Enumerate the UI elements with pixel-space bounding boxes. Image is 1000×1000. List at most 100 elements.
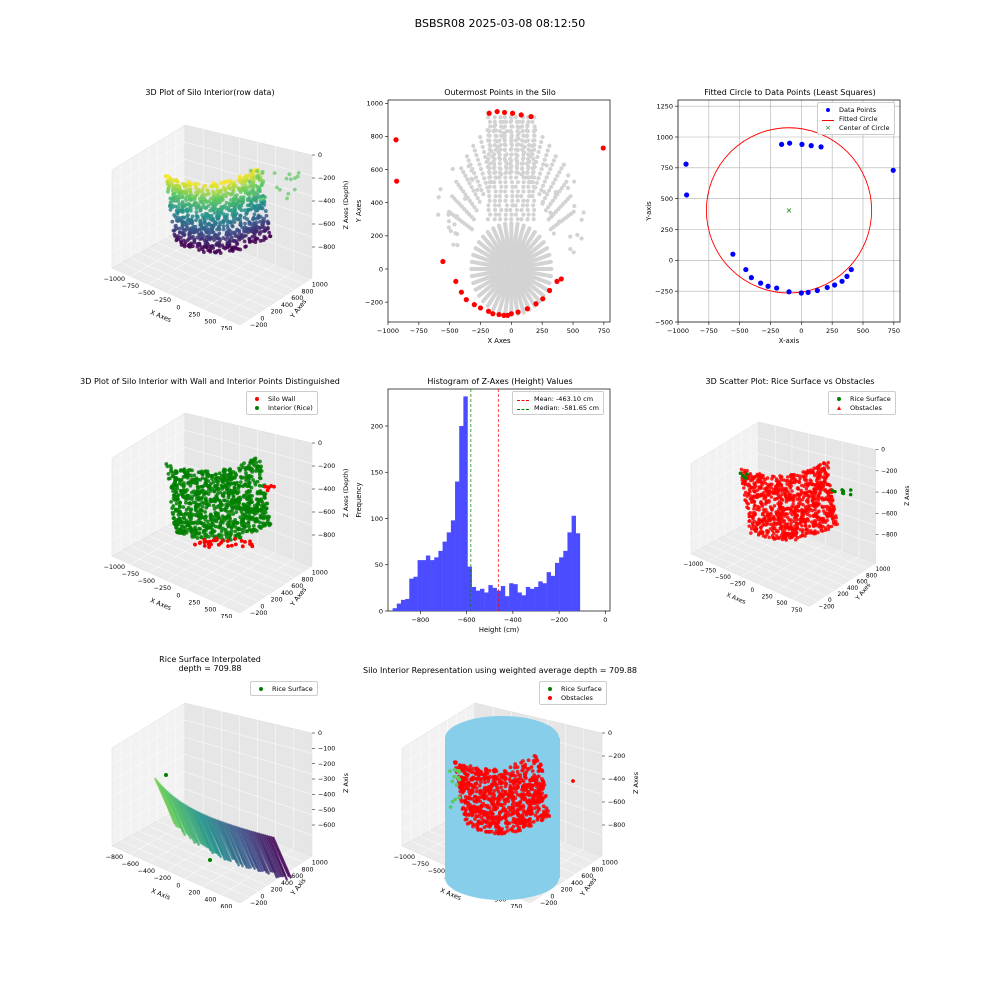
gray-point bbox=[484, 159, 489, 165]
p6-xtick-label: −250 bbox=[730, 582, 746, 588]
p4-ztick-label: −200 bbox=[318, 463, 335, 470]
scatter-point bbox=[777, 500, 782, 504]
scatter-point bbox=[765, 520, 769, 525]
wall-point bbox=[197, 541, 202, 545]
silo-top bbox=[445, 716, 559, 760]
p1-ytick-label: −200 bbox=[250, 322, 267, 329]
gray-point bbox=[486, 203, 491, 208]
scatter-point bbox=[255, 193, 260, 197]
scatter-point bbox=[772, 516, 776, 521]
scatter-point bbox=[825, 482, 829, 487]
scatter-point bbox=[761, 534, 766, 538]
scatter-point bbox=[176, 205, 180, 210]
scatter-point bbox=[757, 517, 761, 522]
gray-point bbox=[504, 119, 509, 124]
histogram-bar bbox=[546, 572, 551, 611]
scatter-point bbox=[244, 244, 248, 249]
outermost-point bbox=[524, 306, 530, 312]
outermost-point bbox=[485, 308, 492, 314]
gray-point bbox=[536, 176, 541, 181]
scatter-point bbox=[778, 474, 782, 478]
scatter-point bbox=[252, 457, 257, 462]
p1-ztick-label: −800 bbox=[318, 244, 335, 251]
surface-strip bbox=[249, 830, 271, 875]
scatter-point bbox=[248, 168, 253, 173]
grid-line bbox=[166, 525, 295, 578]
p4-ytick-label: 600 bbox=[291, 583, 303, 590]
scatter-point bbox=[775, 514, 780, 518]
scatter-point bbox=[204, 235, 209, 239]
scatter-point bbox=[798, 528, 803, 532]
gray-point bbox=[521, 184, 526, 189]
p6-ytick-label: −200 bbox=[819, 604, 835, 610]
gray-point bbox=[515, 170, 521, 175]
gray-point bbox=[477, 199, 482, 204]
scatter-point bbox=[228, 178, 233, 183]
p7-ztick-label: −400 bbox=[318, 792, 335, 799]
scatter-point bbox=[191, 234, 195, 239]
scatter-point bbox=[210, 533, 215, 538]
surface-strip bbox=[205, 815, 227, 861]
scatter-point bbox=[753, 482, 757, 487]
histogram-bar bbox=[409, 578, 414, 611]
scatter-point bbox=[236, 200, 240, 205]
scatter-point bbox=[187, 244, 192, 249]
scatter-point bbox=[205, 475, 210, 479]
gray-point bbox=[483, 180, 488, 185]
grid-line bbox=[707, 523, 776, 562]
surface-strip bbox=[229, 824, 251, 870]
scatter-point bbox=[749, 531, 753, 535]
gray-point bbox=[521, 310, 526, 315]
scatter-point bbox=[235, 520, 240, 525]
surface-strip bbox=[267, 835, 289, 881]
p6-xtick-label: 500 bbox=[776, 601, 787, 607]
scatter-point bbox=[187, 236, 191, 241]
scatter-point bbox=[245, 174, 250, 179]
gray-point bbox=[547, 188, 552, 193]
scatter-point bbox=[206, 479, 211, 484]
gray-point bbox=[498, 115, 503, 120]
scatter-point bbox=[206, 213, 211, 218]
scatter-point bbox=[258, 468, 262, 473]
rice-point bbox=[741, 473, 745, 478]
surface-strip bbox=[247, 829, 269, 874]
gray-point bbox=[508, 166, 513, 171]
scatter-point bbox=[778, 517, 783, 521]
gray-point bbox=[475, 195, 480, 201]
scatter-point bbox=[212, 517, 217, 522]
scatter-point bbox=[753, 512, 757, 517]
scatter-point bbox=[183, 512, 188, 517]
scatter-point bbox=[190, 214, 195, 219]
scatter-point bbox=[171, 191, 176, 196]
p1-ztick-label: −600 bbox=[318, 221, 335, 228]
scatter-point bbox=[752, 507, 756, 511]
scatter-point bbox=[170, 196, 174, 201]
gray-point bbox=[469, 266, 474, 272]
gray-point bbox=[508, 156, 513, 162]
scatter-point bbox=[241, 465, 245, 470]
data-point bbox=[844, 273, 850, 279]
scatter-point bbox=[227, 488, 232, 493]
gray-point bbox=[530, 152, 535, 157]
gray-point bbox=[504, 161, 509, 166]
scatter-point bbox=[228, 232, 233, 237]
gray-point bbox=[471, 252, 476, 257]
gray-point bbox=[510, 203, 515, 208]
gray-point bbox=[514, 142, 520, 148]
gray-point bbox=[502, 133, 507, 138]
rice-point bbox=[849, 488, 853, 492]
p4-xlabel: X Axes bbox=[149, 596, 173, 612]
scatter-point bbox=[206, 248, 211, 253]
scatter-point bbox=[181, 481, 186, 485]
scatter-point bbox=[263, 507, 268, 512]
scatter-point bbox=[220, 243, 225, 248]
p8-zlabel: Z Axes bbox=[632, 771, 640, 794]
scatter-point bbox=[173, 522, 177, 527]
p7-ztick-label: −500 bbox=[318, 807, 335, 814]
gray-point bbox=[472, 148, 477, 153]
scatter-point bbox=[229, 246, 234, 251]
gray-point bbox=[579, 236, 584, 241]
gray-point bbox=[532, 138, 537, 143]
gray-point bbox=[515, 124, 520, 129]
